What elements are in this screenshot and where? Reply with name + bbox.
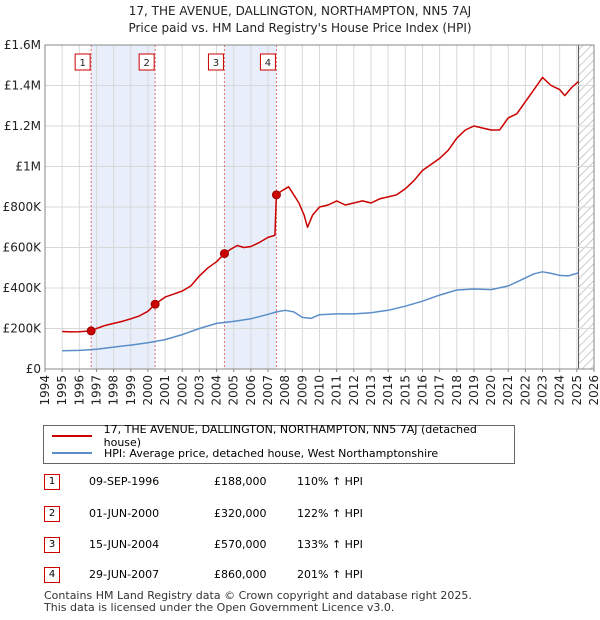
sale-number-badge: 3 — [44, 537, 60, 553]
sale-hpi-change: 201% ↑ HPI — [297, 568, 363, 581]
series-line-hpi — [62, 271, 579, 352]
x-tick-label: 2002 — [175, 375, 189, 406]
sale-price: £188,000 — [214, 475, 267, 488]
x-tick-label: 2005 — [227, 375, 241, 406]
x-tick-label: 2021 — [501, 375, 515, 406]
sale-price: £320,000 — [214, 507, 267, 520]
x-tick-label: 1998 — [107, 375, 121, 406]
sale-number-badge: 4 — [44, 567, 60, 583]
sale-number-badge: 2 — [44, 506, 60, 522]
y-tick-label: £400K — [3, 281, 43, 295]
legend-item-hpi: HPI: Average price, detached house, West… — [52, 445, 438, 461]
sale-date: 01-JUN-2000 — [89, 507, 160, 520]
legend-swatch-hpi — [52, 452, 92, 454]
x-tick-label: 2016 — [415, 375, 429, 406]
y-tick-label: £1.4M — [4, 79, 41, 93]
x-tick-label: 1995 — [55, 375, 69, 406]
x-tick-label: 2022 — [518, 375, 532, 406]
x-tick-label: 2006 — [244, 375, 258, 406]
x-tick-label: 2012 — [347, 375, 361, 406]
x-tick-label: 1996 — [72, 375, 86, 406]
legend-swatch-property — [52, 435, 92, 437]
sale-number-box — [74, 53, 91, 71]
sale-number-label: 2 — [143, 58, 149, 69]
x-tick-label: 1997 — [89, 375, 103, 406]
x-tick-label: 2003 — [192, 375, 206, 406]
x-tick-label: 2010 — [313, 375, 327, 406]
x-tick-label: 2023 — [536, 375, 550, 406]
legend-item-property: 17, THE AVENUE, DALLINGTON, NORTHAMPTON,… — [52, 423, 514, 449]
sale-hpi-change: 133% ↑ HPI — [297, 538, 363, 551]
x-tick-label: 2008 — [278, 375, 292, 406]
sale-number-badge: 1 — [44, 474, 60, 490]
y-tick-label: £1.2M — [4, 119, 41, 133]
x-tick-label: 2011 — [330, 375, 344, 406]
x-tick-label: 2004 — [210, 375, 224, 406]
legend-label-property: 17, THE AVENUE, DALLINGTON, NORTHAMPTON,… — [103, 423, 477, 449]
legend-label-hpi: HPI: Average price, detached house, West… — [104, 446, 439, 460]
sale-number-box — [207, 53, 224, 71]
sale-number-box — [138, 53, 155, 71]
sale-number-label: 4 — [265, 58, 271, 69]
y-tick-label: £1.6M — [4, 38, 41, 52]
y-tick-label: £1M — [15, 160, 41, 174]
sale-price: £860,000 — [214, 568, 267, 581]
x-tick-label: 2019 — [467, 375, 481, 406]
sale-point — [271, 190, 281, 200]
sale-point — [86, 326, 96, 336]
x-tick-label: 2015 — [398, 375, 412, 406]
x-tick-label: 2025 — [570, 375, 584, 406]
x-tick-label: 2009 — [295, 375, 309, 406]
x-tick-label: 2020 — [484, 375, 498, 406]
y-tick-label: £0 — [26, 362, 41, 376]
sale-number-label: 3 — [213, 58, 219, 69]
x-tick-label: 1999 — [124, 375, 138, 406]
x-tick-label: 2018 — [450, 375, 464, 406]
x-tick-label: 2000 — [141, 375, 155, 406]
x-tick-label: 2013 — [364, 375, 378, 406]
x-tick-label: 1994 — [38, 375, 52, 406]
series-line-property — [62, 76, 580, 333]
x-tick-label: 2024 — [553, 375, 567, 406]
price-chart: 1 2 3 4 £0 £200K £400K £600K £800K £1M £1.2M £1.4M… — [3, 38, 600, 406]
x-tick-label: 2026 — [587, 375, 600, 406]
footer-licence: This data is licensed under the Open Gov… — [44, 601, 395, 614]
sale-date: 15-JUN-2004 — [89, 538, 160, 551]
y-tick-label: £600K — [3, 241, 43, 255]
sale-date: 09-SEP-1996 — [89, 475, 160, 488]
sale-hpi-change: 110% ↑ HPI — [297, 475, 363, 488]
chart-subtitle: Price paid vs. HM Land Registry's House … — [128, 21, 472, 35]
sale-price: £570,000 — [214, 538, 267, 551]
sale-date: 29-JUN-2007 — [89, 568, 160, 581]
sale-number-label: 1 — [79, 58, 85, 69]
legend: 17, THE AVENUE, DALLINGTON, NORTHAMPTON,… — [43, 423, 515, 464]
sale-hpi-change: 122% ↑ HPI — [297, 507, 363, 520]
chart-title: 17, THE AVENUE, DALLINGTON, NORTHAMPTON,… — [128, 4, 472, 18]
sale-point — [150, 299, 160, 309]
footer-copyright: Contains HM Land Registry data © Crown c… — [44, 589, 472, 602]
y-tick-label: £800K — [3, 200, 43, 214]
sale-number-box — [259, 53, 276, 71]
x-tick-label: 2014 — [381, 375, 395, 406]
y-tick-label: £200K — [3, 322, 43, 336]
x-tick-label: 2007 — [261, 375, 275, 406]
x-tick-label: 2017 — [433, 375, 447, 406]
sale-point — [219, 249, 229, 259]
x-tick-label: 2001 — [158, 375, 172, 406]
